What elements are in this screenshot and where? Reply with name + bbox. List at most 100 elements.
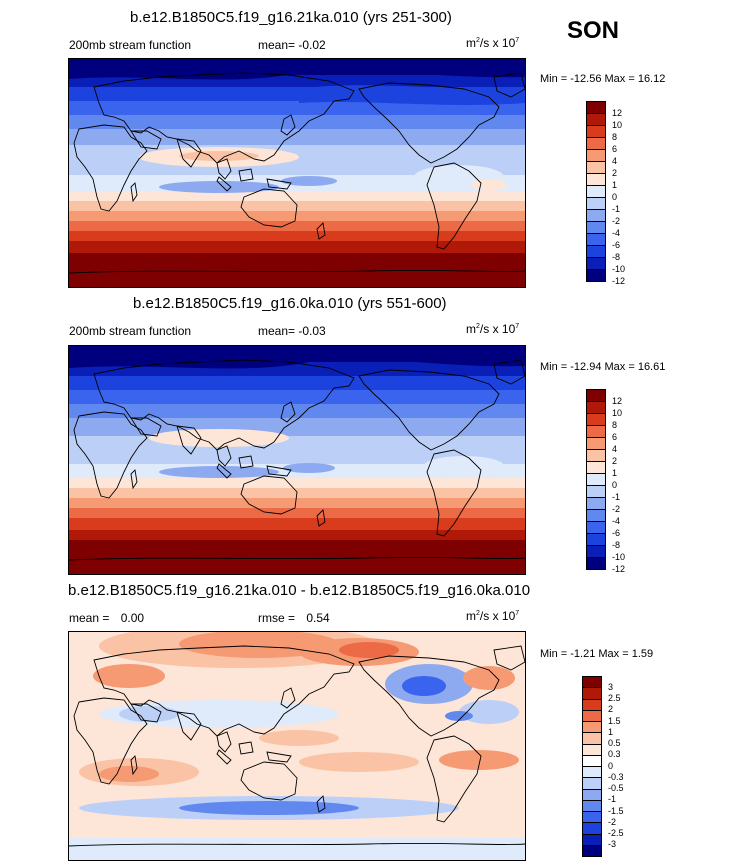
coast-nz bbox=[316, 222, 326, 240]
panel2-map-svg bbox=[69, 346, 525, 574]
coast-arabia bbox=[130, 703, 162, 723]
colorbar-label: -4 bbox=[612, 227, 621, 238]
colorbar-label: -4 bbox=[612, 515, 621, 526]
panel2-mean: mean= -0.03 bbox=[258, 324, 326, 338]
coast-japan bbox=[280, 687, 296, 709]
diff-pos-pacific bbox=[259, 730, 339, 746]
colorbar-label: 12 bbox=[612, 395, 623, 406]
colorbar-label: -1 bbox=[608, 794, 617, 805]
band-lvl-p9 bbox=[69, 518, 525, 530]
coast-africa bbox=[73, 124, 148, 212]
coast-greenland bbox=[493, 645, 525, 671]
band-lvl-p7 bbox=[69, 508, 525, 518]
coast-antarctica bbox=[69, 556, 525, 561]
colorbar-label: 3 bbox=[608, 681, 614, 692]
atlantic-ridge bbox=[424, 456, 504, 476]
panel1-mean: mean= -0.02 bbox=[258, 38, 326, 52]
coast-africa bbox=[73, 411, 148, 499]
band-lvl-m7 bbox=[69, 390, 525, 404]
coast-south-america bbox=[426, 735, 482, 823]
panel2-coastlines bbox=[69, 359, 525, 561]
band-lvl-m7 bbox=[69, 101, 525, 115]
coast-arabia bbox=[130, 130, 162, 150]
colorbar-box bbox=[586, 557, 606, 570]
colorbar-label: 2 bbox=[612, 167, 618, 178]
coast-borneo bbox=[238, 168, 254, 182]
colorbar-label: -1 bbox=[612, 203, 621, 214]
band-lvl-p14 bbox=[69, 253, 525, 287]
colorbar-label: 10 bbox=[612, 119, 623, 130]
panel3-mean: mean = 0.00 bbox=[69, 611, 144, 625]
coast-australia bbox=[240, 475, 298, 515]
coast-north-america bbox=[358, 655, 500, 737]
panel1-mean-label: mean= bbox=[258, 38, 296, 52]
band-lvl-p1 bbox=[69, 191, 525, 201]
panel1-map bbox=[68, 58, 526, 288]
coast-se-asia bbox=[216, 731, 232, 753]
coast-greenland bbox=[493, 72, 525, 98]
coast-nz bbox=[316, 795, 326, 813]
panel3-mean-value: 0.00 bbox=[120, 611, 145, 625]
colorbar-label: -8 bbox=[612, 539, 621, 550]
panel2-minmax: Min = -12.94 Max = 16.61 bbox=[540, 361, 666, 373]
coast-nz bbox=[316, 509, 326, 527]
colorbar-label: 0 bbox=[608, 760, 614, 771]
band-lvl-m3 bbox=[69, 129, 525, 145]
panel2-mean-value: -0.03 bbox=[298, 324, 326, 338]
colorbar-label: -3 bbox=[608, 839, 617, 850]
band-lvl-p11 bbox=[69, 241, 525, 253]
colorbar-label: 1 bbox=[612, 467, 618, 478]
panel1-field bbox=[69, 59, 525, 287]
colorbar-label: -12 bbox=[612, 563, 626, 574]
colorbar-box bbox=[586, 269, 606, 282]
diff-pos-indian-core bbox=[99, 766, 159, 782]
panel3-mean-label: mean = bbox=[69, 611, 110, 625]
diff-pos-atlantic bbox=[463, 666, 515, 690]
band-lvl-p9 bbox=[69, 231, 525, 241]
diff-neg-southern-core bbox=[179, 801, 359, 815]
band-lvl-p1 bbox=[69, 478, 525, 488]
colorbar-label: 0 bbox=[612, 191, 618, 202]
panel2-field bbox=[69, 346, 525, 574]
band-lvl-m3 bbox=[69, 418, 525, 436]
colorbar-label: -6 bbox=[612, 527, 621, 538]
colorbar-label: -10 bbox=[612, 551, 626, 562]
coast-borneo bbox=[238, 741, 254, 755]
coast-india bbox=[176, 425, 202, 455]
coast-india bbox=[176, 711, 202, 741]
panel1-colorbar: 12 10 8 6 4 2 1 0 -1 -2 -4 -6 -8 -10 -12 bbox=[586, 101, 646, 285]
colorbar-label: 2 bbox=[608, 704, 614, 715]
band-lvl-p5 bbox=[69, 498, 525, 508]
panel2-title: b.e12.B1850C5.f19_g16.0ka.010 (yrs 551-6… bbox=[133, 295, 447, 312]
asian-anticyclone bbox=[149, 429, 289, 447]
colorbar-label: 0.3 bbox=[608, 749, 621, 760]
panel3-minmax: Min = -1.21 Max = 1.59 bbox=[540, 648, 654, 660]
panel1-coastlines bbox=[69, 72, 525, 274]
coast-south-america bbox=[426, 449, 482, 537]
panel3-field bbox=[69, 632, 525, 860]
coast-eurasia bbox=[93, 72, 355, 164]
panel3-rmse: rmse = 0.54 bbox=[258, 611, 330, 625]
coast-newguinea bbox=[266, 178, 292, 190]
colorbar-label: -1 bbox=[612, 491, 621, 502]
diff-pos-arctic-core bbox=[179, 632, 339, 658]
panel2-map bbox=[68, 345, 526, 575]
coast-japan bbox=[280, 114, 296, 136]
coast-north-america bbox=[358, 82, 500, 164]
coast-se-asia bbox=[216, 445, 232, 467]
panel3-map bbox=[68, 631, 526, 861]
panel3-coastlines bbox=[69, 645, 525, 847]
coast-south-america bbox=[426, 162, 482, 250]
diff-neg-atlantic bbox=[459, 700, 519, 724]
colorbar-label: 6 bbox=[612, 143, 618, 154]
coast-australia bbox=[240, 188, 298, 228]
colorbar-label: -0.5 bbox=[608, 783, 624, 793]
band-lvl-m5 bbox=[69, 115, 525, 129]
band-lvl-p7 bbox=[69, 221, 525, 231]
panel1-title: b.e12.B1850C5.f19_g16.21ka.010 (yrs 251-… bbox=[130, 9, 452, 26]
colorbar-label: 6 bbox=[612, 431, 618, 442]
diff-pos-southatl bbox=[439, 750, 519, 770]
colorbar-label: 8 bbox=[612, 419, 618, 430]
panel2-mean-label: mean= bbox=[258, 324, 296, 338]
coast-eurasia bbox=[93, 645, 355, 737]
